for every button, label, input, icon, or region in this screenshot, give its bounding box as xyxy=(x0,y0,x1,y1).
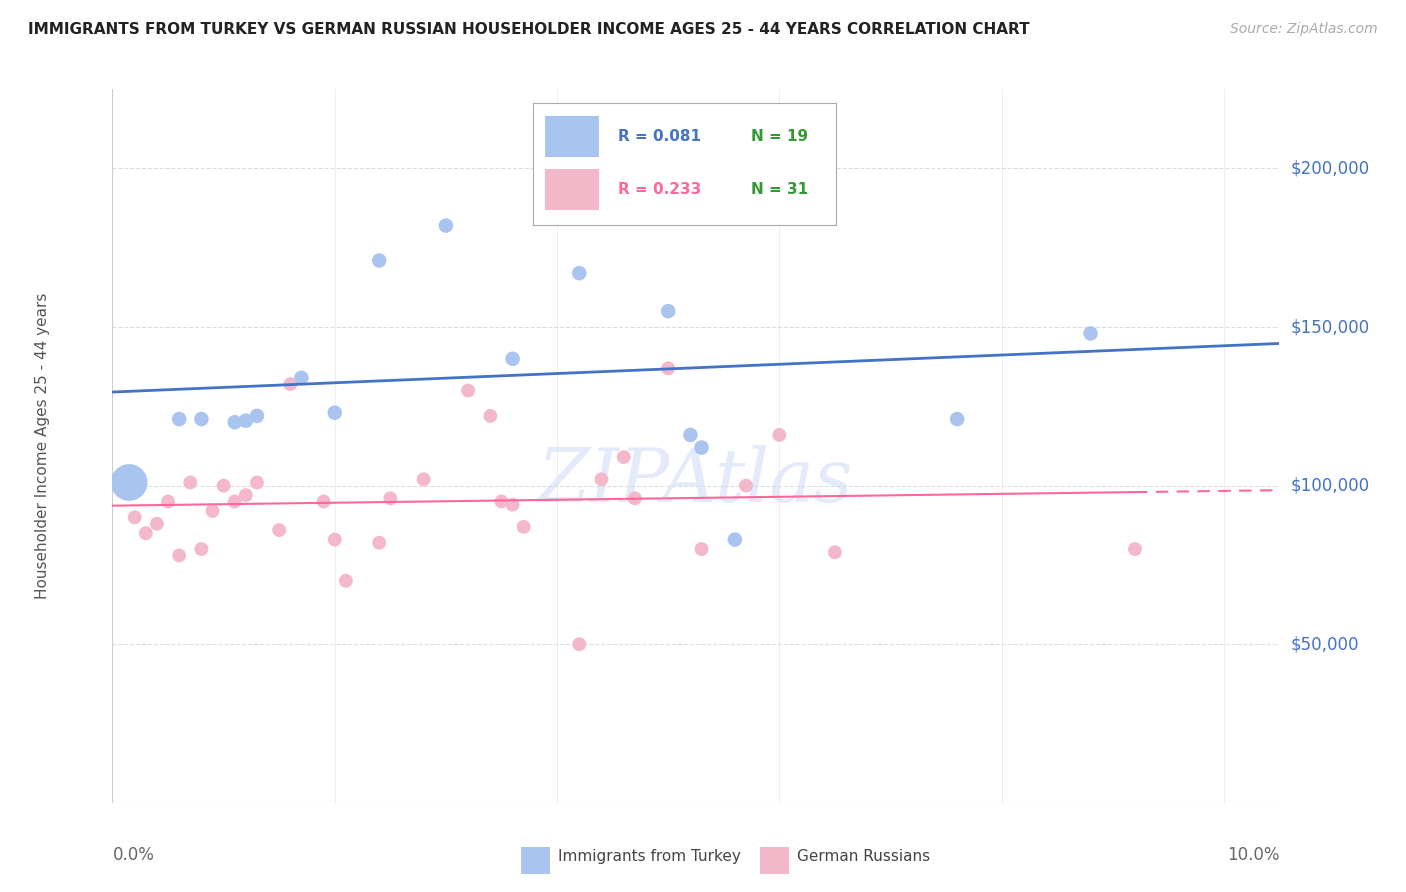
Point xyxy=(190,412,212,426)
Point xyxy=(235,488,257,502)
Point xyxy=(290,371,312,385)
Point xyxy=(135,526,157,541)
Point xyxy=(190,542,212,557)
Text: German Russians: German Russians xyxy=(797,849,931,863)
Point xyxy=(724,533,747,547)
Point xyxy=(546,174,568,188)
Point xyxy=(224,494,246,508)
Point xyxy=(512,520,534,534)
Text: 10.0%: 10.0% xyxy=(1227,846,1279,863)
Text: Source: ZipAtlas.com: Source: ZipAtlas.com xyxy=(1230,22,1378,37)
Point xyxy=(624,491,647,506)
Point xyxy=(368,253,391,268)
FancyBboxPatch shape xyxy=(520,847,550,874)
Point xyxy=(457,384,479,398)
Point xyxy=(368,535,391,549)
Point xyxy=(118,475,141,490)
Point xyxy=(312,494,335,508)
Point xyxy=(946,412,969,426)
Point xyxy=(768,428,790,442)
Point xyxy=(335,574,357,588)
Point xyxy=(235,414,257,428)
Point xyxy=(690,441,713,455)
Point xyxy=(167,549,190,563)
Point xyxy=(179,475,201,490)
Text: $50,000: $50,000 xyxy=(1291,635,1360,653)
Point xyxy=(167,412,190,426)
Point xyxy=(1123,542,1146,557)
Text: $200,000: $200,000 xyxy=(1291,160,1369,178)
Point xyxy=(1080,326,1102,341)
Point xyxy=(124,510,146,524)
Point xyxy=(269,523,291,537)
Text: 0.0%: 0.0% xyxy=(112,846,155,863)
Point xyxy=(591,472,613,486)
Point xyxy=(146,516,169,531)
Point xyxy=(380,491,402,506)
Point xyxy=(613,450,636,464)
Text: $100,000: $100,000 xyxy=(1291,476,1369,495)
Text: ZIPAtlas: ZIPAtlas xyxy=(538,445,853,518)
Point xyxy=(479,409,502,423)
Text: Immigrants from Turkey: Immigrants from Turkey xyxy=(558,849,741,863)
Point xyxy=(157,494,180,508)
Point xyxy=(246,475,269,490)
Point xyxy=(735,478,758,492)
Point xyxy=(224,415,246,429)
Point xyxy=(568,266,591,280)
Point xyxy=(824,545,846,559)
Point xyxy=(679,428,702,442)
Text: IMMIGRANTS FROM TURKEY VS GERMAN RUSSIAN HOUSEHOLDER INCOME AGES 25 - 44 YEARS C: IMMIGRANTS FROM TURKEY VS GERMAN RUSSIAN… xyxy=(28,22,1029,37)
FancyBboxPatch shape xyxy=(761,847,789,874)
Point xyxy=(323,406,346,420)
Point xyxy=(502,498,524,512)
Point xyxy=(568,637,591,651)
Point xyxy=(434,219,457,233)
Point xyxy=(201,504,224,518)
Text: $150,000: $150,000 xyxy=(1291,318,1369,336)
Point xyxy=(412,472,434,486)
Point xyxy=(502,351,524,366)
Point xyxy=(278,377,301,392)
Point xyxy=(323,533,346,547)
Point xyxy=(246,409,269,423)
Text: Householder Income Ages 25 - 44 years: Householder Income Ages 25 - 44 years xyxy=(35,293,51,599)
Point xyxy=(690,542,713,557)
Point xyxy=(212,478,235,492)
Point xyxy=(491,494,513,508)
Point xyxy=(657,361,679,376)
Point xyxy=(657,304,679,318)
